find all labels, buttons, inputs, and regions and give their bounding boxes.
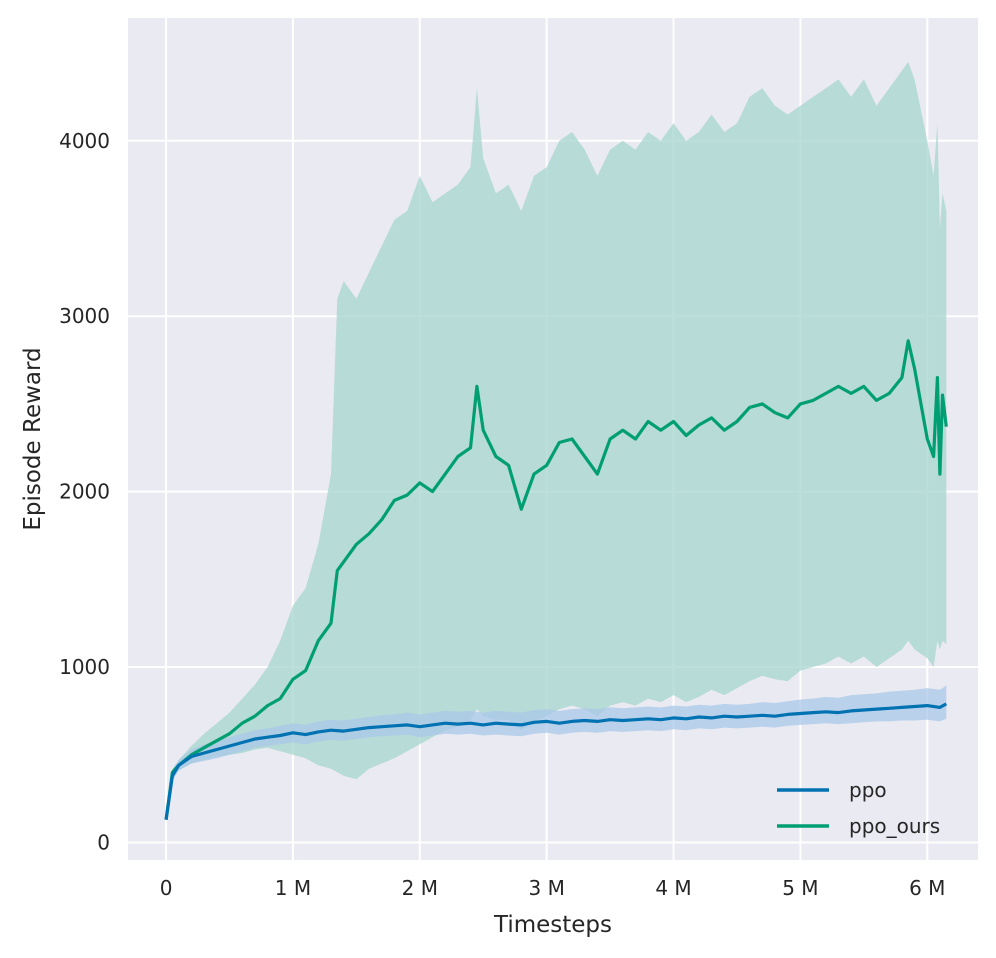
- y-tick-label: 0: [97, 830, 110, 854]
- confidence-band-ppo: [166, 685, 947, 822]
- x-tick-label: 2 M: [402, 876, 438, 900]
- x-tick-label: 1 M: [275, 876, 311, 900]
- legend: ppo ppo_ours: [777, 778, 940, 838]
- y-tick-label: 4000: [59, 129, 110, 153]
- series-lines: [164, 339, 948, 820]
- x-tick-labels: 0 1 M 2 M 3 M 4 M 5 M 6 M: [160, 876, 946, 900]
- series-line-ppo: [164, 702, 948, 820]
- series-line-ppo-ours: [164, 339, 948, 820]
- y-tick-label: 1000: [59, 655, 110, 679]
- y-tick-label: 3000: [59, 304, 110, 328]
- x-tick-label: 5 M: [782, 876, 818, 900]
- x-tick-label: 4 M: [655, 876, 691, 900]
- y-tick-labels: 0 1000 2000 3000 4000: [59, 129, 110, 855]
- legend-label-ppo-ours: ppo_ours: [849, 814, 940, 838]
- y-axis-label: Episode Reward: [20, 347, 46, 530]
- x-axis-label: Timesteps: [493, 912, 612, 938]
- confidence-band-ppo-ours: [166, 61, 947, 822]
- legend-label-ppo: ppo: [849, 778, 887, 802]
- x-tick-label: 3 M: [528, 876, 564, 900]
- x-tick-label: 0: [160, 876, 173, 900]
- confidence-bands: [166, 61, 947, 822]
- x-tick-label: 6 M: [909, 876, 945, 900]
- y-tick-label: 2000: [59, 480, 110, 504]
